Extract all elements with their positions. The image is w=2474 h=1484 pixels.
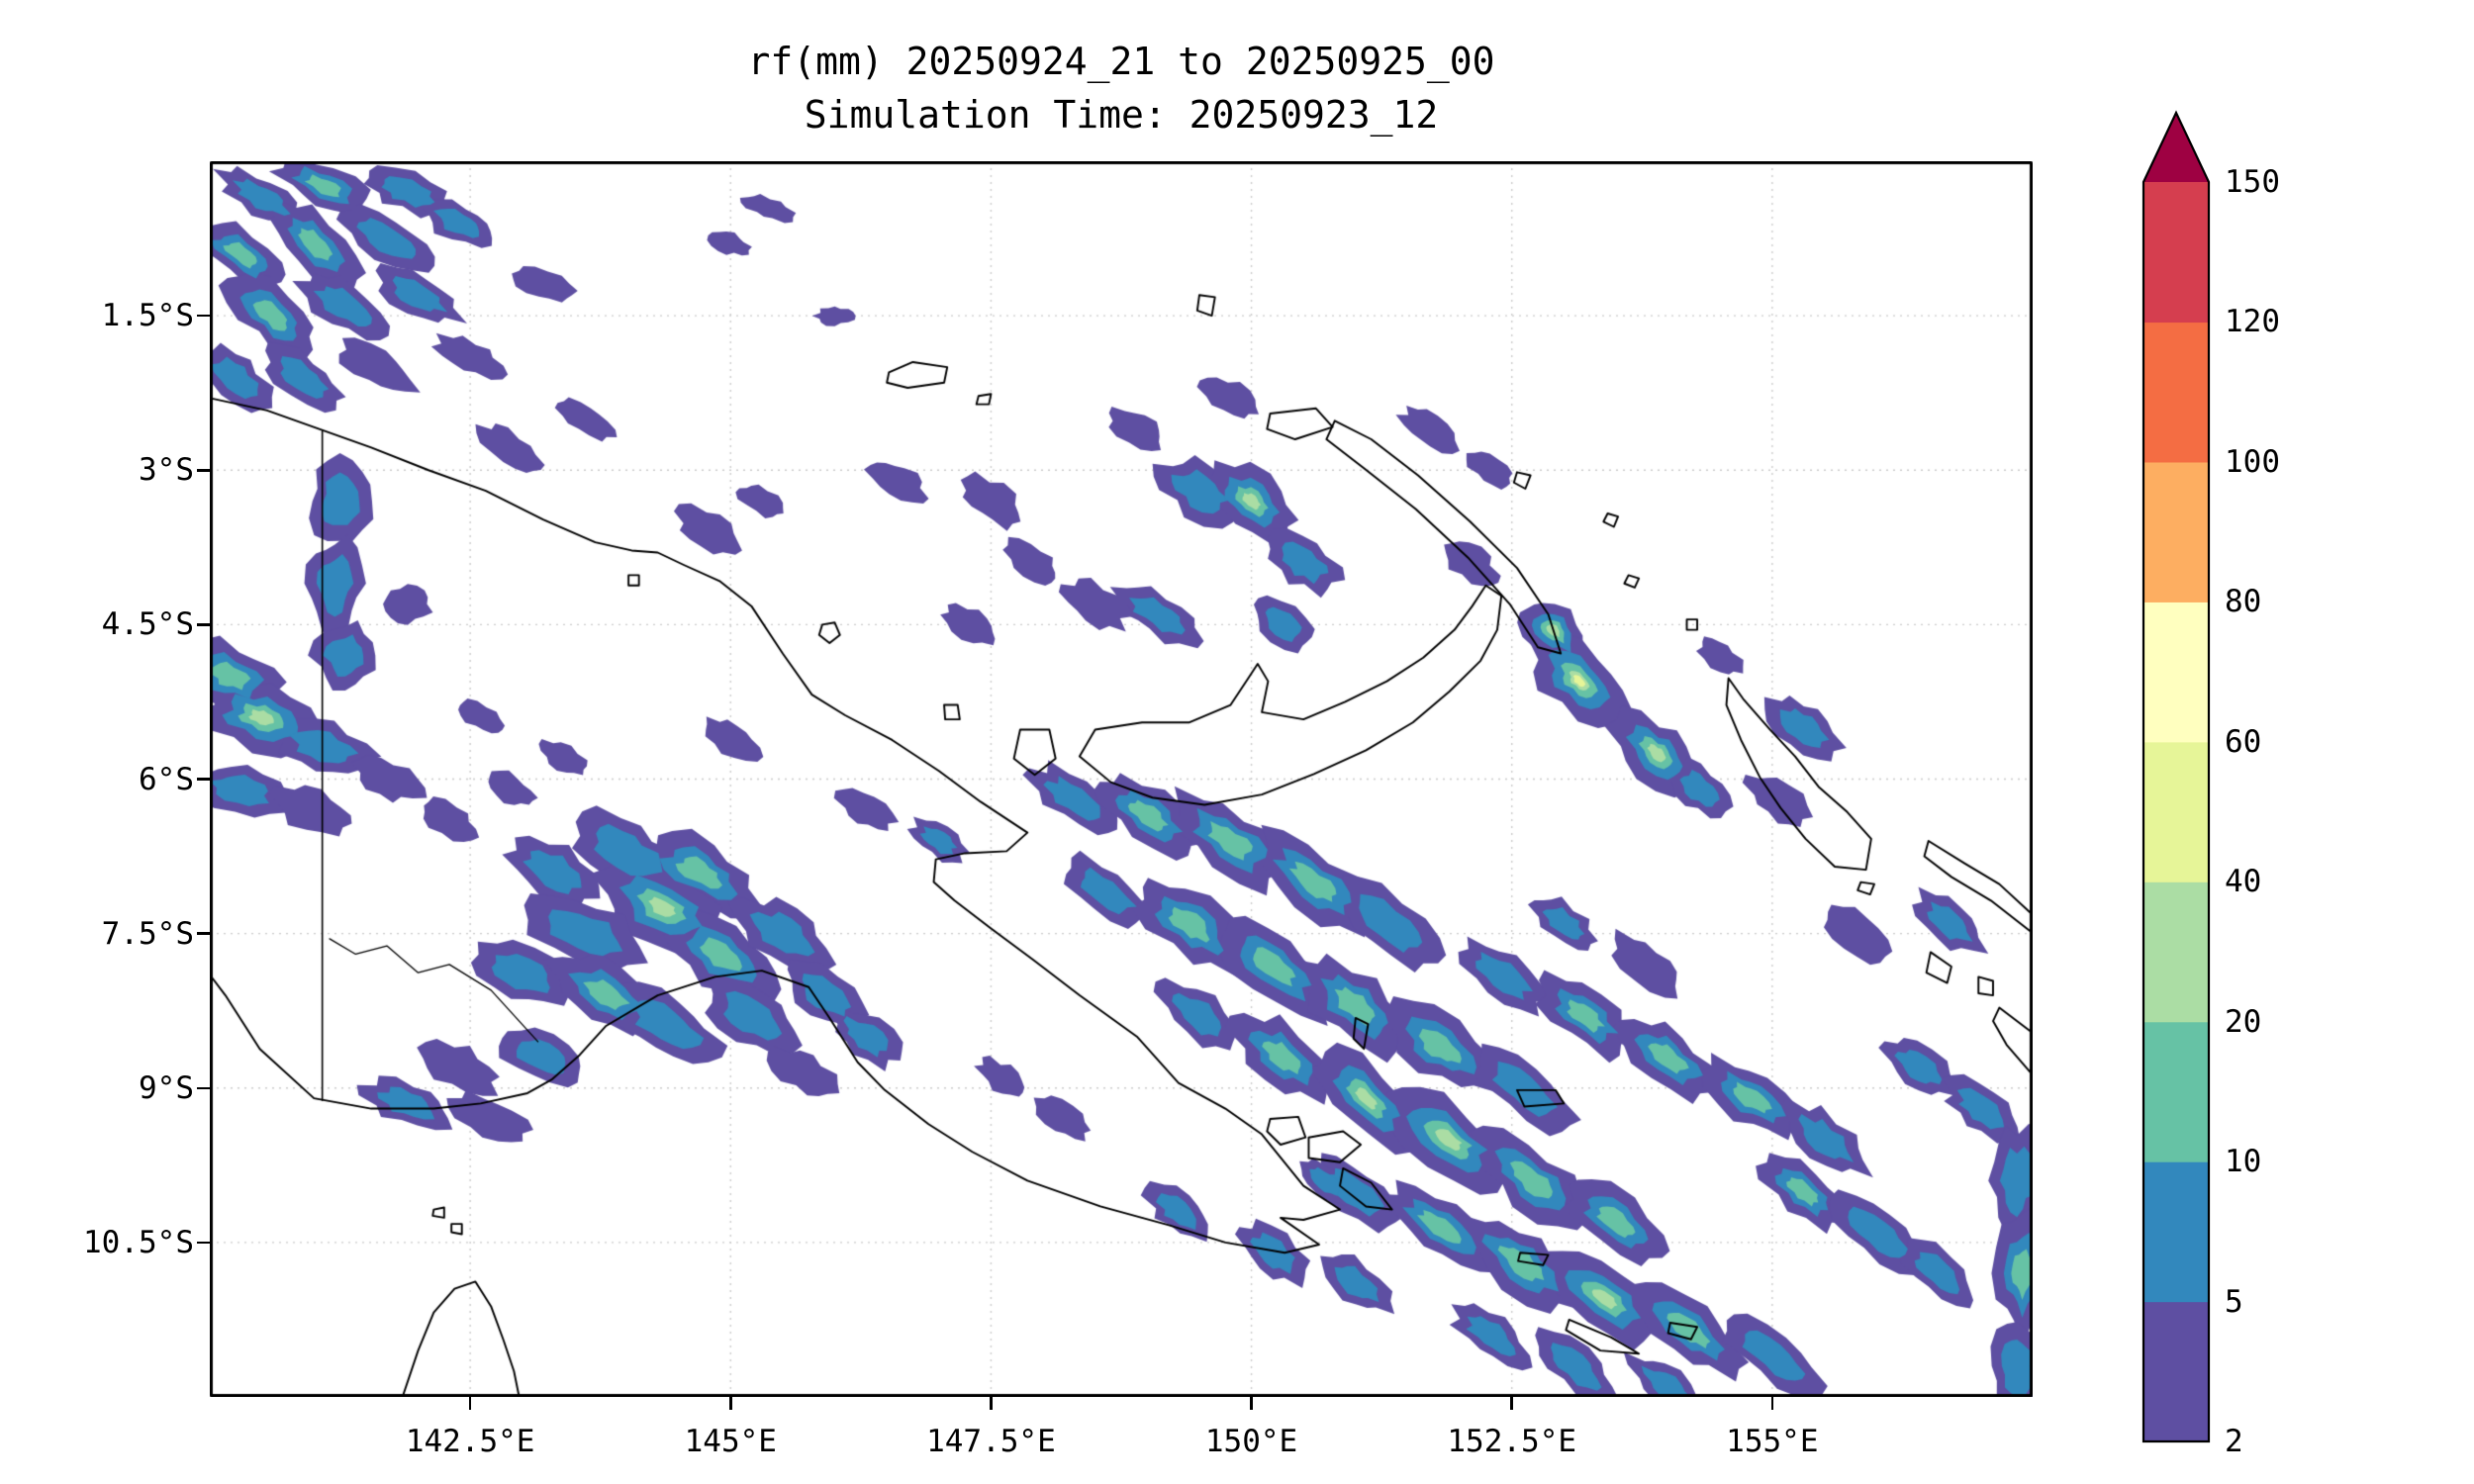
colorbar-tick-label: 80 xyxy=(2225,584,2262,620)
y-tick-mark xyxy=(197,932,210,935)
colorbar-tick-label: 150 xyxy=(2225,164,2280,200)
y-tick-mark xyxy=(197,778,210,781)
colorbar-tick-label: 20 xyxy=(2225,1003,2262,1040)
x-tick-label: 147.5°E xyxy=(926,1424,1056,1459)
x-tick-label: 142.5°E xyxy=(405,1424,535,1459)
colorbar-segment xyxy=(2143,461,2209,603)
y-tick-label: 6°S xyxy=(139,761,194,797)
figure-title-line1: rf(mm) 20250924_21 to 20250925_00 xyxy=(747,40,1495,83)
y-tick-label: 10.5°S xyxy=(83,1224,194,1260)
colorbar-outline xyxy=(2141,110,2211,1443)
colorbar-svg xyxy=(2141,110,2211,1443)
x-tick-mark xyxy=(1510,1397,1513,1410)
colorbar-tick-label: 60 xyxy=(2225,723,2262,760)
y-tick-label: 1.5°S xyxy=(101,298,194,334)
colorbar-segment xyxy=(2143,602,2209,743)
x-tick-mark xyxy=(468,1397,472,1410)
y-tick-mark xyxy=(197,1241,210,1245)
x-tick-mark xyxy=(729,1397,732,1410)
y-tick-mark xyxy=(197,469,210,472)
x-tick-label: 155°E xyxy=(1726,1424,1819,1459)
colorbar-segment xyxy=(2143,182,2209,324)
y-tick-label: 3°S xyxy=(139,452,194,489)
colorbar-segment xyxy=(2143,1301,2209,1442)
colorbar-extend-arrow xyxy=(2143,113,2209,182)
colorbar-tick-label: 120 xyxy=(2225,304,2280,340)
x-tick-label: 145°E xyxy=(684,1424,777,1459)
colorbar-tick-label: 5 xyxy=(2225,1283,2243,1320)
x-tick-mark xyxy=(990,1397,993,1410)
colorbar-segment xyxy=(2143,322,2209,463)
colorbar-tick-label: 10 xyxy=(2225,1144,2262,1180)
colorbar-segment xyxy=(2143,1161,2209,1303)
colorbar-segment xyxy=(2143,741,2209,882)
colorbar-tick-label: 40 xyxy=(2225,864,2262,900)
colorbar-segment xyxy=(2143,1021,2209,1162)
x-tick-mark xyxy=(1770,1397,1774,1410)
y-tick-label: 9°S xyxy=(139,1069,194,1106)
colorbar-tick-label: 100 xyxy=(2225,443,2280,480)
y-tick-mark xyxy=(197,1086,210,1089)
x-tick-label: 152.5°E xyxy=(1447,1424,1577,1459)
x-tick-mark xyxy=(1250,1397,1253,1410)
y-tick-label: 4.5°S xyxy=(101,606,194,643)
map-plot-area xyxy=(210,161,2033,1397)
y-tick-label: 7.5°S xyxy=(101,915,194,952)
colorbar-segment xyxy=(2143,881,2209,1023)
colorbar-tick-label: 2 xyxy=(2225,1424,2243,1459)
y-tick-mark xyxy=(197,623,210,626)
x-tick-label: 150°E xyxy=(1204,1424,1298,1459)
figure-title-line2: Simulation Time: 20250923_12 xyxy=(804,93,1439,137)
y-tick-mark xyxy=(197,314,210,318)
